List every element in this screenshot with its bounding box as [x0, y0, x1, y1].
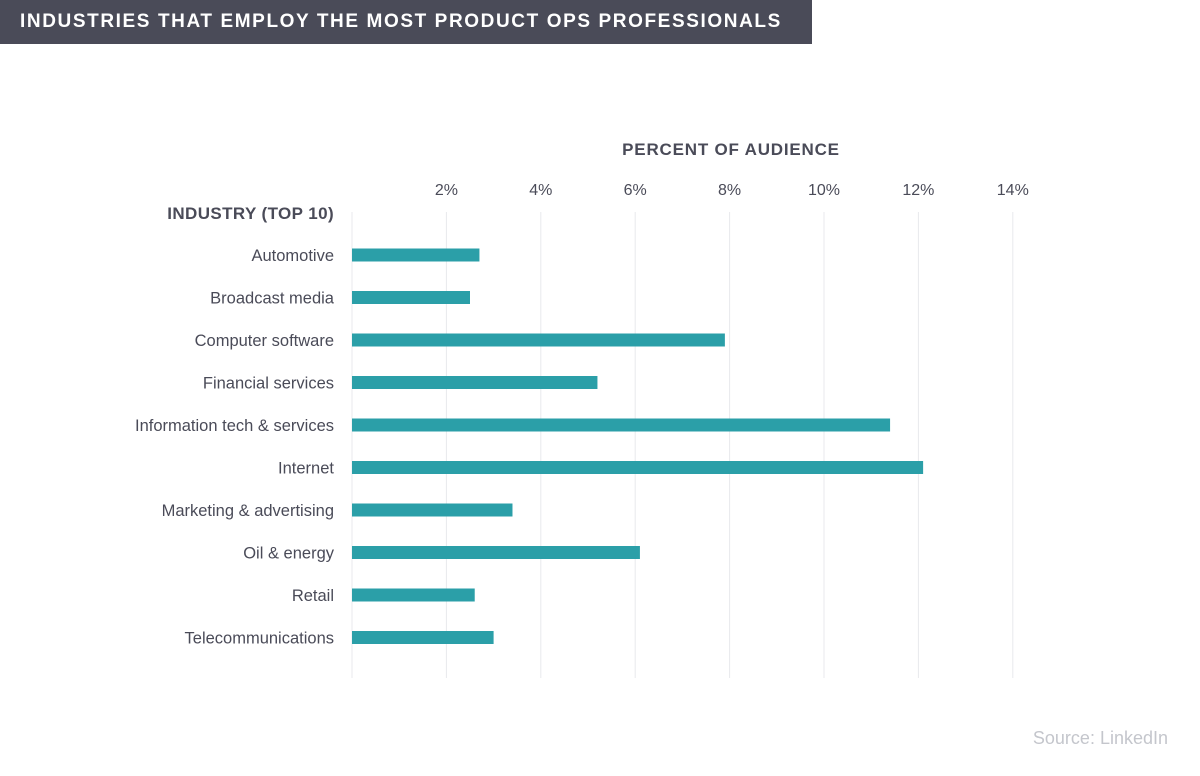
x-tick-label: 10% — [808, 182, 840, 199]
bar — [352, 248, 480, 262]
grid-lines — [351, 212, 1014, 678]
source-note: Source: LinkedIn — [1032, 728, 1168, 748]
x-axis-title: PERCENT OF AUDIENCE — [622, 140, 840, 159]
y-axis-title: INDUSTRY (TOP 10) — [167, 204, 334, 223]
category-label: Computer software — [195, 332, 334, 350]
x-tick-label: 12% — [902, 182, 934, 199]
bar — [352, 503, 513, 517]
bar — [352, 418, 891, 432]
x-tick-label: 8% — [718, 182, 741, 199]
category-label: Internet — [278, 460, 334, 478]
category-label: Information tech & services — [135, 417, 334, 435]
bar — [352, 291, 470, 304]
bar — [352, 631, 494, 644]
x-tick-labels: 2% 4% 6% 8% 10% 12% 14% — [435, 182, 1029, 199]
category-label: Automotive — [251, 247, 334, 265]
x-tick-label: 14% — [997, 182, 1029, 199]
x-tick-label: 2% — [435, 182, 458, 199]
bar — [352, 376, 598, 389]
chart-title: INDUSTRIES THAT EMPLOY THE MOST PRODUCT … — [0, 0, 812, 44]
bars — [352, 248, 924, 644]
bar — [352, 461, 924, 474]
category-label: Retail — [292, 587, 334, 605]
category-label: Financial services — [203, 375, 334, 393]
category-label: Broadcast media — [210, 290, 335, 308]
category-label: Telecommunications — [185, 630, 334, 648]
x-tick-label: 4% — [529, 182, 552, 199]
category-labels: Automotive Broadcast media Computer softwa… — [135, 247, 335, 648]
bar — [352, 588, 475, 602]
bar — [352, 333, 725, 347]
category-label: Oil & energy — [243, 545, 335, 563]
x-tick-label: 6% — [624, 182, 647, 199]
category-label: Marketing & advertising — [162, 502, 334, 520]
bar — [352, 546, 640, 559]
